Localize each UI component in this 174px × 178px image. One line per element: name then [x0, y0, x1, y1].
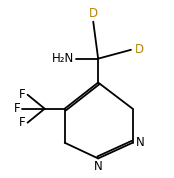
Text: D: D — [89, 7, 98, 20]
Text: H₂N: H₂N — [52, 52, 74, 65]
Text: F: F — [19, 116, 26, 129]
Text: N: N — [94, 160, 102, 173]
Text: F: F — [19, 88, 26, 101]
Text: D: D — [134, 43, 144, 56]
Text: N: N — [136, 136, 145, 149]
Text: F: F — [14, 102, 21, 115]
